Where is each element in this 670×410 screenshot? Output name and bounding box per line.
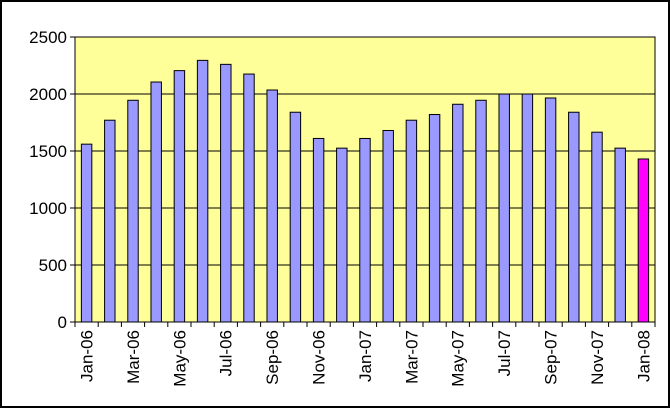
bars (80, 59, 650, 323)
y-tick-label: 1500 (29, 142, 67, 161)
bar (173, 70, 186, 323)
x-tick-label: May-07 (449, 330, 468, 387)
bar (243, 73, 255, 323)
x-tick-label: Jan-06 (78, 330, 97, 382)
y-tick-label: 500 (39, 256, 67, 275)
bar (312, 137, 325, 323)
bar (475, 99, 487, 323)
y-tick-label: 1000 (29, 199, 67, 218)
bar (544, 97, 557, 323)
bar (196, 59, 209, 323)
bar (405, 119, 418, 323)
x-tick-label: May-06 (170, 330, 189, 387)
bar (521, 93, 534, 323)
bar (614, 147, 626, 323)
x-tick-label: Sep-06 (263, 330, 282, 385)
bar (382, 129, 394, 323)
bar (591, 131, 603, 323)
x-tick-label: Jan-07 (356, 330, 375, 382)
bar (104, 119, 116, 323)
x-tick-label: Jul-06 (217, 330, 236, 376)
x-tick-label: Sep-07 (542, 330, 561, 385)
bar (359, 137, 371, 323)
y-axis: 0 500 1000 1500 2000 2500 (29, 28, 75, 332)
x-tick-label: Jul-07 (495, 330, 514, 376)
bar (220, 63, 232, 323)
x-tick-label: Nov-07 (588, 330, 607, 385)
x-tick-label: Mar-06 (124, 330, 143, 384)
bar (289, 111, 302, 323)
x-axis: Jan-06 Mar-06 May-06 Jul-06 Sep-06 Nov-06 Jan-… (74, 321, 656, 387)
bar (452, 103, 464, 323)
x-tick-label: Mar-07 (402, 330, 421, 384)
x-tick-label: Nov-06 (310, 330, 329, 385)
bar (80, 143, 93, 323)
y-tick-label: 2000 (29, 85, 67, 104)
bar (150, 81, 162, 323)
bar (498, 93, 510, 323)
bar (428, 114, 441, 323)
bar (127, 99, 139, 323)
bar (637, 158, 650, 323)
x-tick-label: Jan-08 (634, 330, 653, 382)
bar (336, 147, 348, 323)
bar (568, 111, 580, 323)
bar (266, 89, 278, 323)
y-tick-label: 0 (58, 313, 67, 332)
y-tick-label: 2500 (29, 28, 67, 47)
